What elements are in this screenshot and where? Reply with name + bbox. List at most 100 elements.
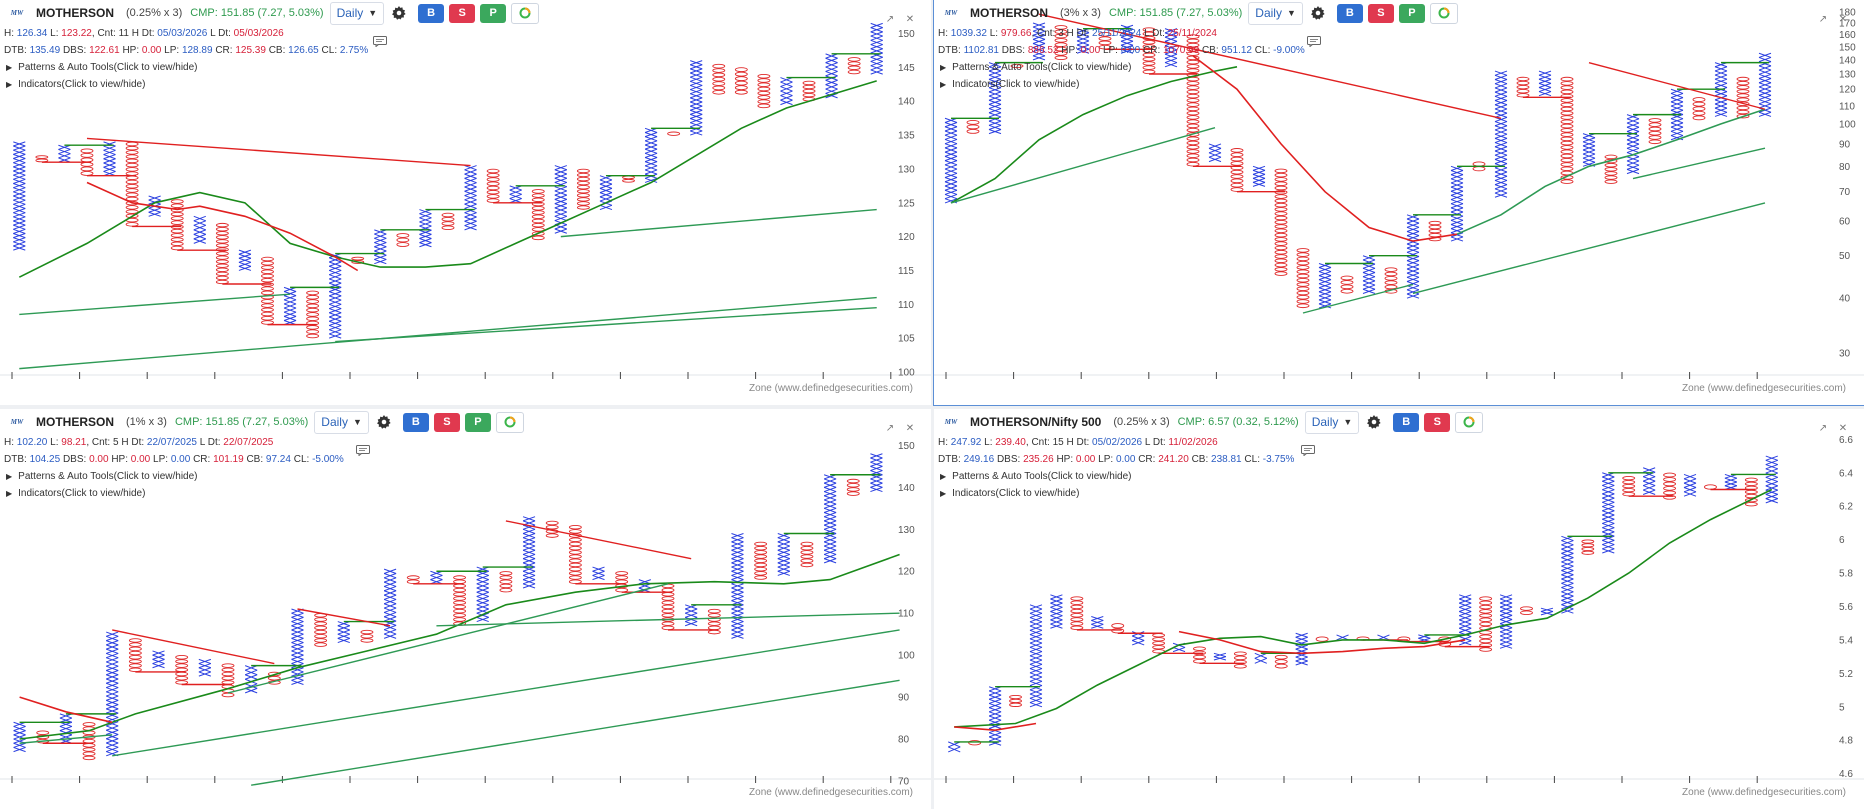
ema-red-line — [86, 181, 359, 272]
timeframe-select[interactable]: Daily ▼ — [1304, 410, 1360, 434]
sell-button[interactable]: S — [1367, 3, 1394, 23]
o-column — [1111, 623, 1125, 634]
sell-button[interactable]: S — [1424, 412, 1451, 432]
caret-right-icon: ▶ — [940, 63, 947, 72]
buy-button[interactable]: B — [402, 412, 429, 432]
buy-button[interactable]: B — [418, 3, 445, 23]
buy-button[interactable]: B — [1393, 412, 1420, 432]
buy-button[interactable]: B — [1336, 3, 1363, 23]
x-column — [948, 741, 961, 753]
stats-line-1: H: 126.34 L: 123.22, Cnt: 11 H Dt: 05/03… — [4, 28, 284, 39]
x-column — [988, 686, 1002, 746]
expand-icon[interactable]: ↗ — [885, 422, 895, 434]
timeframe-select[interactable]: Daily ▼ — [1248, 1, 1303, 25]
o-column — [966, 119, 980, 134]
stats-line-2: DTB: 249.16 DBS: 235.26 HP: 0.00 LP: 0.0… — [938, 454, 1295, 465]
chat-icon[interactable] — [373, 36, 387, 47]
close-icon[interactable]: ✕ — [1838, 13, 1848, 25]
o-column — [1604, 154, 1618, 184]
indicators-toggle[interactable]: ▶ Indicators(Click to view/hide) — [6, 79, 146, 90]
expand-icon[interactable]: ↗ — [885, 13, 895, 25]
ring-icon — [519, 7, 531, 19]
box-size: (1% x 3) — [126, 416, 167, 428]
chart-panel-p4: 6.6 6.4 6.2 6 5.8 5.6 5.4 5.2 5 4.8 4.6 MW MOTHERS… — [934, 409, 1864, 809]
patterns-toggle[interactable]: ▶ Patterns & Auto Tools(Click to view/hid… — [6, 62, 198, 73]
o-column — [486, 168, 500, 203]
y-tick-label: 105 — [898, 334, 915, 345]
y-tick-label: 70 — [1839, 187, 1851, 198]
indicators-toggle[interactable]: ▶ Indicators(Click to view/hide) — [940, 488, 1080, 499]
x-column — [684, 604, 698, 627]
o-column — [1274, 654, 1288, 669]
symbol-name[interactable]: MOTHERSON — [970, 6, 1048, 20]
x-column — [870, 453, 883, 493]
indicator-ring-button[interactable] — [1455, 411, 1484, 433]
sell-button[interactable]: S — [433, 412, 460, 432]
expand-icon[interactable]: ↗ — [1818, 422, 1828, 434]
timeframe-select[interactable]: Daily ▼ — [329, 1, 385, 25]
panel-header: MW MOTHERSON (3% x 3) CMP: 151.85 (7.27,… — [934, 0, 1864, 26]
pnf-chart[interactable]: 150 140 130 120 110 100 90 80 70 — [0, 409, 931, 809]
o-column — [1230, 148, 1244, 192]
portfolio-button[interactable]: P — [464, 412, 491, 432]
gear-icon[interactable] — [1367, 415, 1381, 429]
y-tick-label: 140 — [898, 97, 915, 108]
x-column — [1642, 467, 1656, 495]
o-column — [1193, 646, 1206, 664]
indicators-toggle[interactable]: ▶ Indicators(Click to view/hide) — [940, 79, 1080, 90]
support-trendline — [335, 306, 877, 343]
indicator-ring-button[interactable] — [495, 411, 524, 433]
support-trendline — [227, 583, 669, 694]
stat-high-date: 25/11/2024 — [1092, 28, 1142, 39]
indicator-ring-button[interactable] — [1429, 2, 1458, 24]
x-column — [1336, 634, 1349, 641]
gear-icon[interactable] — [376, 415, 391, 429]
x-column — [152, 650, 165, 669]
stat-low-date: 05/03/2026 — [233, 28, 284, 39]
cmp-label: CMP: 6.57 (0.32, 5.12%) — [1177, 416, 1299, 428]
x-column — [823, 474, 837, 564]
patterns-toggle[interactable]: ▶ Patterns & Auto Tools(Click to view/hid… — [940, 62, 1132, 73]
panel-divider-horizontal[interactable] — [0, 405, 1864, 409]
symbol-name[interactable]: MOTHERSON — [36, 415, 114, 429]
portfolio-button[interactable]: P — [1398, 3, 1425, 23]
stat-low: 239.40 — [995, 437, 1026, 448]
symbol-name[interactable]: MOTHERSON/Nifty 500 — [970, 415, 1102, 429]
close-icon[interactable]: ✕ — [905, 13, 915, 25]
o-column — [128, 638, 142, 673]
expand-icon[interactable]: ↗ — [1818, 13, 1828, 25]
panel-divider-vertical[interactable] — [931, 0, 934, 809]
patterns-toggle[interactable]: ▶ Patterns & Auto Tools(Click to view/hid… — [940, 471, 1132, 482]
pnf-chart[interactable]: 6.6 6.4 6.2 6 5.8 5.6 5.4 5.2 5 4.8 4.6 — [934, 409, 1864, 809]
timeframe-select[interactable]: Daily ▼ — [314, 410, 369, 434]
x-column — [1091, 616, 1104, 629]
stat-high: 247.92 — [950, 437, 982, 448]
o-column — [622, 175, 635, 183]
stat-count: 15 — [1052, 437, 1064, 448]
indicator-ring-button[interactable] — [511, 2, 540, 24]
close-icon[interactable]: ✕ — [1838, 422, 1848, 434]
patterns-toggle[interactable]: ▶ Patterns & Auto Tools(Click to view/hid… — [6, 471, 198, 482]
symbol-name[interactable]: MOTHERSON — [36, 6, 114, 20]
y-tick-label: 30 — [1839, 348, 1851, 359]
x-column — [1459, 594, 1472, 646]
gear-icon[interactable] — [392, 6, 406, 20]
x-column — [1377, 634, 1390, 641]
x-column — [1252, 165, 1266, 187]
gear-icon[interactable] — [1310, 6, 1325, 20]
chat-icon[interactable] — [1307, 36, 1321, 47]
x-column — [1626, 114, 1640, 175]
chat-icon[interactable] — [1301, 445, 1315, 456]
x-column — [430, 570, 443, 585]
close-icon[interactable]: ✕ — [905, 422, 915, 434]
brand-logo: MW — [10, 9, 24, 17]
stat-low: 98.21 — [61, 437, 87, 448]
portfolio-button[interactable]: P — [480, 3, 507, 23]
o-column — [1704, 484, 1717, 490]
resistance-trendline — [297, 608, 391, 627]
pnf-chart[interactable]: 150 145 140 135 130 125 120 115 110 105 100 — [0, 0, 931, 405]
chat-icon[interactable] — [356, 445, 370, 456]
sell-button[interactable]: S — [449, 3, 476, 23]
indicators-toggle[interactable]: ▶ Indicators(Click to view/hide) — [6, 488, 146, 499]
